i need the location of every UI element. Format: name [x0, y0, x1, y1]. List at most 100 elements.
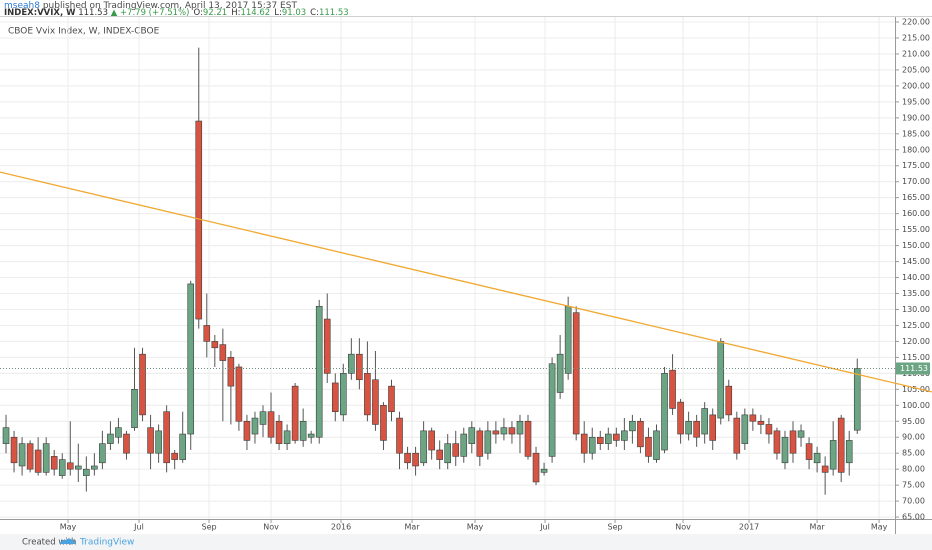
y-tick-label: 115.00: [902, 353, 930, 362]
candle-body: [26, 443, 34, 470]
candle-body: [853, 368, 861, 431]
y-tick-label: 180.00: [902, 145, 930, 154]
y-tick-label: 185.00: [902, 129, 930, 138]
candle-body: [203, 325, 211, 342]
quote-key: L:: [274, 8, 282, 18]
candle-body: [773, 430, 781, 454]
candle-body: [741, 414, 749, 444]
candle-body: [460, 433, 468, 457]
candle-body: [484, 430, 492, 454]
y-tick-label: 175.00: [902, 161, 930, 170]
last: 111.53: [78, 8, 108, 18]
candle-body: [348, 353, 355, 374]
candle-body: [564, 305, 572, 374]
published: published on TradingView.com, April 13, …: [43, 1, 298, 11]
candle-body: [797, 430, 805, 438]
candle-body: [524, 420, 532, 457]
quote-line: INDEX:VVIX, W 111.53 ▲ +7.79 (+7.51%) O:9…: [4, 8, 349, 18]
candle-body: [42, 443, 50, 473]
candle-body: [749, 414, 757, 422]
candle-body: [155, 430, 162, 454]
candle-body: [259, 411, 267, 425]
candle-body: [637, 420, 644, 448]
candle-body: [115, 427, 122, 438]
price-label: 111.53: [900, 364, 928, 373]
candle-body: [709, 414, 717, 441]
y-tick-label: 210.00: [902, 49, 930, 58]
candle-body: [307, 433, 315, 438]
candle-body: [107, 433, 114, 444]
x-tick-label: Mar: [810, 523, 826, 532]
candle-body: [548, 363, 556, 457]
candle-body: [845, 440, 853, 464]
candle-body: [629, 420, 636, 432]
candle-body: [291, 385, 299, 441]
y-tick-label: 130.00: [902, 305, 930, 314]
change: ▲ +7.79 (+7.51%): [111, 8, 190, 18]
y-tick-label: 120.00: [902, 337, 930, 346]
candle-body: [163, 411, 170, 464]
x-tick-label: Nov: [675, 523, 691, 532]
candle-body: [2, 427, 10, 444]
candle-body: [251, 417, 259, 435]
x-tick-label: May: [467, 523, 484, 532]
candle-body: [147, 427, 154, 454]
candle-body: [805, 443, 813, 460]
y-tick-label: 150.00: [902, 241, 930, 250]
price-label-box: [896, 362, 930, 375]
candle-body: [693, 420, 700, 438]
x-tick-label: Sep: [608, 523, 623, 532]
candle-body: [428, 430, 435, 451]
x-tick-label: Jul: [539, 523, 550, 532]
x-tick-label: Nov: [263, 523, 279, 532]
y-tick-label: 190.00: [902, 113, 930, 122]
candle-body: [500, 427, 508, 435]
author: mseah8: [4, 1, 40, 11]
y-tick-label: 200.00: [902, 81, 930, 90]
quote-key: C:: [310, 8, 319, 18]
y-tick-label: 170.00: [902, 177, 930, 186]
candle-body: [444, 443, 452, 464]
quote-key: O:: [193, 8, 202, 18]
candle-body: [123, 433, 130, 454]
y-tick-label: 160.00: [902, 209, 930, 218]
candle-body: [685, 420, 692, 435]
candle-body: [613, 433, 620, 441]
candle-body: [645, 436, 652, 457]
candle-body: [299, 420, 307, 441]
candle-body: [717, 341, 725, 419]
candle-body: [813, 452, 821, 464]
candle-body: [556, 353, 564, 393]
candle-body: [380, 404, 387, 441]
candle-body: [452, 443, 460, 457]
y-tick-label: 155.00: [902, 225, 930, 234]
candle-body: [227, 357, 235, 387]
candle-body: [131, 389, 138, 428]
candle-body: [283, 430, 291, 444]
y-tick-label: 220.00: [902, 18, 930, 27]
x-tick-label: 2017: [739, 523, 759, 532]
candle-body: [436, 449, 443, 460]
candle-body: [532, 452, 540, 483]
quote-key: H:: [231, 8, 240, 18]
quote-value: 114.62: [240, 8, 270, 18]
y-tick-label: 90.00: [902, 433, 925, 442]
y-tick-label: 145.00: [902, 257, 930, 266]
candle-body: [580, 433, 588, 454]
y-tick-label: 75.00: [902, 481, 925, 490]
candle-body: [315, 305, 323, 438]
footer-created: Created with: [22, 538, 76, 548]
footer-brand: TradingView: [79, 538, 134, 548]
candle-body: [476, 430, 484, 457]
candle-body: [701, 408, 708, 435]
candle-body: [588, 436, 596, 454]
candle-body: [356, 353, 363, 381]
candle-body: [18, 443, 26, 467]
candle-body: [725, 385, 733, 416]
x-tick-label: May: [871, 523, 888, 532]
candle-body: [372, 379, 379, 425]
candle-body: [235, 366, 243, 422]
candle-body: [267, 411, 275, 438]
